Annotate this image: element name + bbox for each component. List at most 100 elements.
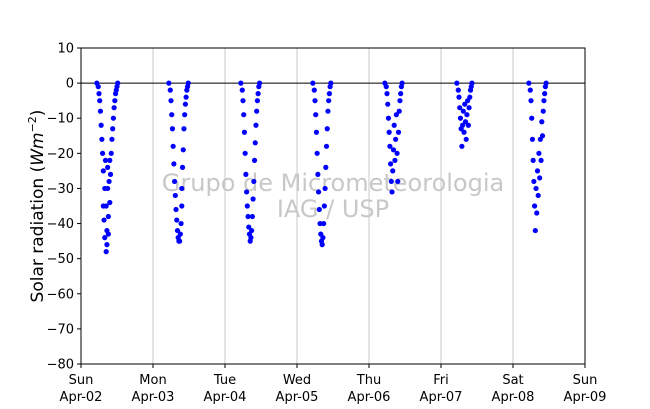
data-point bbox=[244, 203, 250, 209]
data-point bbox=[168, 98, 174, 104]
data-point bbox=[467, 94, 473, 100]
data-point bbox=[174, 217, 180, 223]
x-tick-date: Apr-05 bbox=[276, 390, 319, 405]
data-point bbox=[469, 80, 475, 86]
data-point bbox=[177, 238, 183, 244]
data-point bbox=[248, 235, 254, 241]
data-point bbox=[388, 161, 394, 167]
data-point bbox=[99, 136, 105, 142]
x-tick-date: Apr-04 bbox=[204, 390, 247, 405]
data-point bbox=[328, 80, 334, 86]
data-point bbox=[109, 136, 115, 142]
data-point bbox=[171, 161, 177, 167]
data-point bbox=[326, 98, 332, 104]
data-point bbox=[398, 91, 404, 97]
data-point bbox=[463, 136, 469, 142]
data-point bbox=[393, 112, 399, 118]
data-point bbox=[383, 84, 389, 90]
data-point bbox=[316, 206, 322, 213]
data-point bbox=[256, 80, 263, 86]
data-point bbox=[320, 235, 326, 241]
x-tick-date: Apr-06 bbox=[348, 390, 391, 405]
data-point bbox=[384, 91, 390, 97]
watermark-line-2: IAG / USP bbox=[277, 195, 389, 223]
data-point bbox=[538, 157, 544, 163]
data-point bbox=[244, 189, 250, 195]
x-tick-date: Apr-02 bbox=[60, 390, 103, 405]
y-tick-label: 0 bbox=[66, 77, 74, 92]
data-point bbox=[185, 80, 191, 86]
data-point bbox=[395, 129, 402, 135]
data-point bbox=[98, 122, 104, 128]
x-tick-weekday: Sun bbox=[573, 373, 598, 388]
data-point bbox=[111, 105, 117, 111]
data-point bbox=[316, 189, 322, 195]
data-point bbox=[100, 150, 106, 156]
data-point bbox=[174, 227, 181, 234]
data-point bbox=[313, 112, 319, 118]
data-point bbox=[543, 80, 549, 86]
data-point bbox=[461, 129, 467, 135]
data-point bbox=[532, 203, 538, 209]
data-point bbox=[396, 108, 402, 114]
data-point bbox=[167, 87, 173, 93]
data-point bbox=[313, 129, 320, 135]
watermark-line-1: Grupo de Micrometeorologia bbox=[162, 169, 504, 197]
y-tick-label: −40 bbox=[47, 217, 74, 232]
data-point bbox=[182, 112, 188, 118]
data-point bbox=[537, 175, 543, 181]
data-point bbox=[180, 147, 186, 153]
data-point bbox=[177, 231, 183, 237]
data-point bbox=[399, 80, 405, 86]
data-point bbox=[531, 178, 537, 185]
data-point bbox=[101, 217, 107, 223]
y-axis-title: Solar radiation (Wm−2) bbox=[26, 110, 48, 303]
data-point bbox=[462, 119, 469, 125]
data-point bbox=[319, 242, 325, 248]
data-point bbox=[181, 126, 187, 132]
data-point bbox=[530, 157, 536, 163]
data-point bbox=[317, 220, 323, 227]
data-point bbox=[97, 108, 104, 114]
data-point bbox=[254, 98, 260, 104]
data-point bbox=[395, 178, 401, 185]
data-point bbox=[386, 129, 392, 135]
data-point bbox=[540, 108, 546, 114]
data-points bbox=[94, 80, 549, 255]
x-tick-weekday: Sat bbox=[502, 373, 523, 388]
data-point bbox=[527, 87, 533, 93]
data-point bbox=[249, 213, 255, 220]
data-point bbox=[387, 143, 393, 149]
data-point bbox=[539, 133, 546, 139]
data-point bbox=[456, 94, 462, 100]
data-point bbox=[179, 185, 185, 192]
data-point bbox=[105, 213, 111, 220]
data-point bbox=[96, 91, 102, 97]
y-axis-title-unit: Wm bbox=[28, 132, 48, 165]
data-point bbox=[241, 129, 248, 135]
data-point bbox=[169, 126, 176, 132]
data-point bbox=[454, 80, 460, 86]
data-point bbox=[242, 150, 248, 156]
plot-area bbox=[81, 48, 585, 364]
data-point bbox=[460, 108, 466, 114]
data-point bbox=[251, 157, 258, 163]
data-point bbox=[457, 105, 463, 111]
data-point bbox=[534, 168, 541, 174]
y-tick-label: −20 bbox=[47, 147, 74, 162]
data-point bbox=[246, 224, 252, 230]
data-point bbox=[529, 136, 536, 142]
watermark: Grupo de Micrometeorologia IAG / USP bbox=[162, 169, 504, 223]
data-point bbox=[532, 227, 538, 234]
data-point bbox=[460, 122, 466, 128]
data-point bbox=[251, 178, 257, 185]
data-point bbox=[457, 115, 464, 121]
data-point bbox=[172, 178, 178, 185]
data-point bbox=[110, 126, 116, 132]
data-point bbox=[243, 171, 249, 177]
data-point bbox=[459, 143, 465, 149]
data-point bbox=[539, 119, 545, 125]
x-tick-date: Apr-03 bbox=[132, 390, 175, 405]
y-tick-label: −50 bbox=[47, 252, 74, 267]
data-point bbox=[394, 150, 400, 156]
